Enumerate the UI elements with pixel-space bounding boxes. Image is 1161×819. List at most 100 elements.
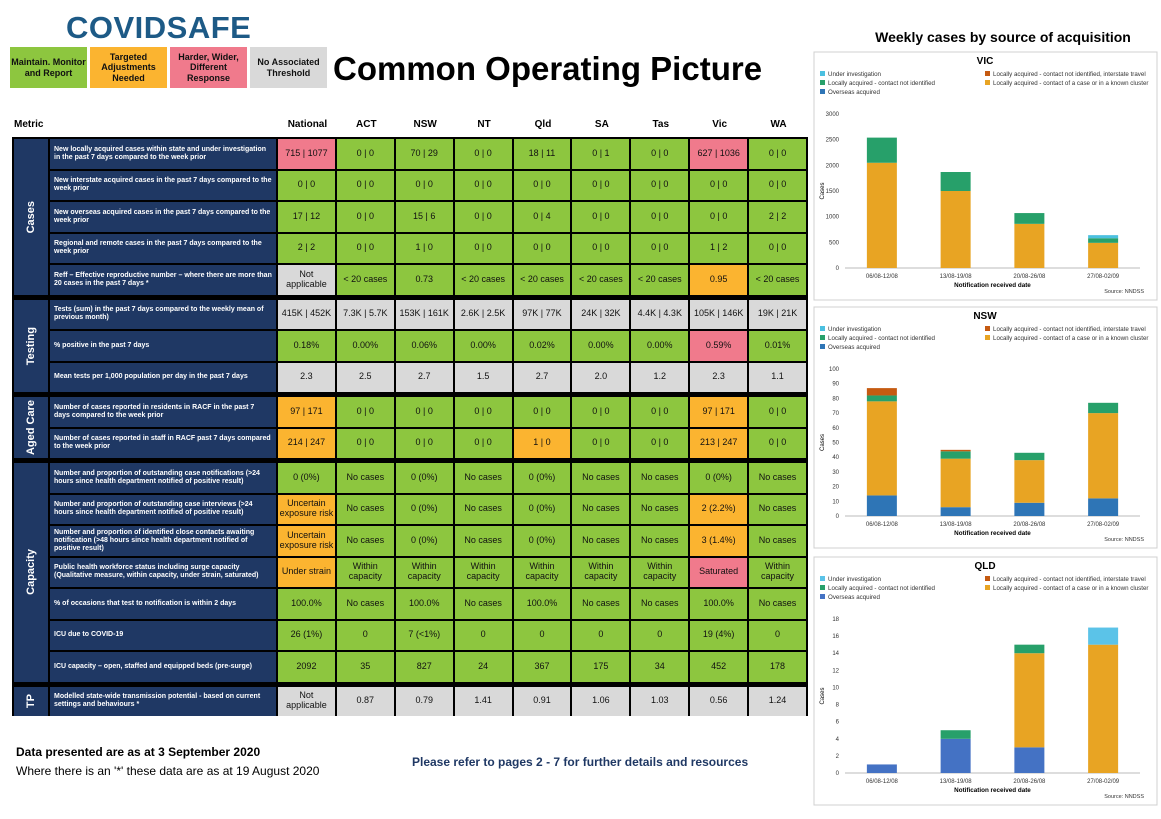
- table-cell: Uncertain exposure risk: [278, 526, 335, 556]
- table-cell: 7.3K | 5.7K: [336, 299, 394, 329]
- bar-segment: [940, 738, 971, 773]
- y-tick-label: 70: [832, 411, 839, 417]
- metric-label: Regional and remote cases in the past 7 …: [50, 233, 276, 263]
- y-axis-label: Cases: [820, 182, 826, 199]
- legend-swatch: [820, 80, 825, 85]
- column-header: Vic: [712, 119, 728, 130]
- y-tick-label: 60: [832, 426, 839, 432]
- y-tick-label: 2: [836, 754, 840, 760]
- table-cell: 1.24: [749, 686, 806, 716]
- x-tick-label: 13/08-19/08: [940, 274, 973, 280]
- table-cell: 1 | 2: [690, 233, 748, 263]
- table-cell: 0.95: [690, 265, 748, 295]
- column-header: WA: [770, 119, 787, 130]
- table-cell: 0 | 4: [513, 202, 571, 232]
- x-tick-label: 13/08-19/08: [940, 779, 973, 785]
- metric-label: Reff – Effective reproductive number – w…: [50, 265, 276, 295]
- metric-label: Public health workforce status including…: [50, 557, 276, 587]
- y-tick-label: 80: [832, 396, 839, 402]
- y-tick-label: 3000: [826, 112, 840, 118]
- bar-segment: [940, 172, 971, 191]
- table-cell: 0.73: [395, 265, 453, 295]
- y-tick-label: 20: [832, 485, 839, 491]
- legend-swatch: [985, 576, 990, 581]
- table-cell: 0 (0%): [513, 526, 571, 556]
- table-cell: 0 | 0: [336, 428, 394, 458]
- table-cell: 178: [749, 652, 806, 682]
- table-cell: No cases: [336, 463, 394, 493]
- bar-segment: [866, 395, 897, 402]
- legend-swatch: [820, 71, 825, 76]
- table-cell: 0 (0%): [395, 494, 453, 524]
- table-cell: 0 | 0: [513, 233, 571, 263]
- y-tick-label: 100: [829, 367, 840, 373]
- table-cell: 0 | 0: [336, 233, 394, 263]
- table-cell: 4.4K | 4.3K: [631, 299, 689, 329]
- x-tick-label: 27/08-02/09: [1087, 274, 1120, 280]
- table-cell: No cases: [572, 463, 630, 493]
- x-tick-label: 20/08-26/08: [1013, 522, 1046, 528]
- table-cell: 0 | 0: [336, 202, 394, 232]
- legend-swatch: [820, 89, 825, 94]
- table-cell: 0: [631, 620, 689, 650]
- table-cell: 2.6K | 2.5K: [454, 299, 512, 329]
- legend-label: Locally acquired - contact of a case or …: [993, 585, 1148, 592]
- column-header: Qld: [534, 119, 552, 130]
- section-label: Capacity: [14, 463, 48, 682]
- table-cell: 2.3: [278, 362, 335, 392]
- charts: Weekly cases by source of acquisition VI…: [813, 29, 1158, 806]
- metric-label: Modelled state-wide transmission potenti…: [50, 686, 276, 716]
- table-cell: 0 | 0: [631, 170, 689, 200]
- table-cell: 0 | 1: [572, 139, 630, 169]
- y-axis-label: Cases: [820, 687, 826, 704]
- chart-title: NSW: [973, 311, 997, 322]
- metric-label: Number and proportion of identified clos…: [50, 526, 276, 556]
- column-header: NSW: [413, 119, 437, 130]
- page-title: Common Operating Picture: [333, 50, 763, 87]
- legend-box: No Associated Threshold: [250, 47, 327, 88]
- table-cell: 0.56: [690, 686, 748, 716]
- section-label: TP: [14, 686, 48, 716]
- table-cell: 19 (4%): [690, 620, 748, 650]
- y-tick-label: 30: [832, 470, 839, 476]
- table-cell: 0 | 0: [572, 397, 630, 427]
- legend-label: Locally acquired - contact not identifie…: [993, 326, 1146, 333]
- bar-segment: [1088, 402, 1119, 414]
- table-cell: 2.3: [690, 362, 748, 392]
- table-cell: No cases: [454, 526, 512, 556]
- table-cell: < 20 cases: [454, 265, 512, 295]
- table-cell: 0: [454, 620, 512, 650]
- y-tick-label: 1000: [826, 215, 840, 221]
- y-tick-label: 50: [832, 441, 839, 447]
- table-cell: 0: [749, 620, 806, 650]
- bar-segment: [1088, 413, 1119, 499]
- legend-label: Locally acquired - contact not identifie…: [828, 80, 936, 87]
- table-cell: 100.0%: [690, 589, 748, 619]
- logo: COVIDSAFE: [66, 10, 252, 45]
- charts-heading: Weekly cases by source of acquisition: [875, 29, 1131, 45]
- legend-label: Under investigation: [828, 576, 882, 583]
- y-tick-label: 2500: [826, 138, 840, 144]
- metric-label: Number of cases reported in residents in…: [50, 397, 276, 427]
- table-cell: 0 | 0: [572, 202, 630, 232]
- legend-box: Maintain. Monitor and Report: [10, 47, 87, 88]
- y-tick-label: 14: [832, 651, 839, 657]
- legend-label: Under investigation: [828, 71, 882, 78]
- table-cell: Within capacity: [572, 557, 630, 587]
- table-cell: Not applicable: [278, 265, 335, 295]
- y-tick-label: 6: [836, 720, 840, 726]
- legend-swatch: [820, 576, 825, 581]
- table-cell: 153K | 161K: [395, 299, 453, 329]
- x-tick-label: 06/08-12/08: [866, 274, 899, 280]
- table-cell: 0 | 0: [749, 233, 806, 263]
- table-cell: No cases: [749, 589, 806, 619]
- bar-segment: [866, 495, 897, 516]
- bar-segment: [1014, 460, 1045, 503]
- table-cell: < 20 cases: [572, 265, 630, 295]
- bar-segment: [1014, 452, 1045, 461]
- metric-label: ICU due to COVID-19: [50, 620, 276, 650]
- table-cell: 0.91: [513, 686, 571, 716]
- table: New locally acquired cases within state …: [12, 137, 808, 716]
- table-cell: 105K | 146K: [690, 299, 748, 329]
- bar-segment: [1014, 502, 1045, 516]
